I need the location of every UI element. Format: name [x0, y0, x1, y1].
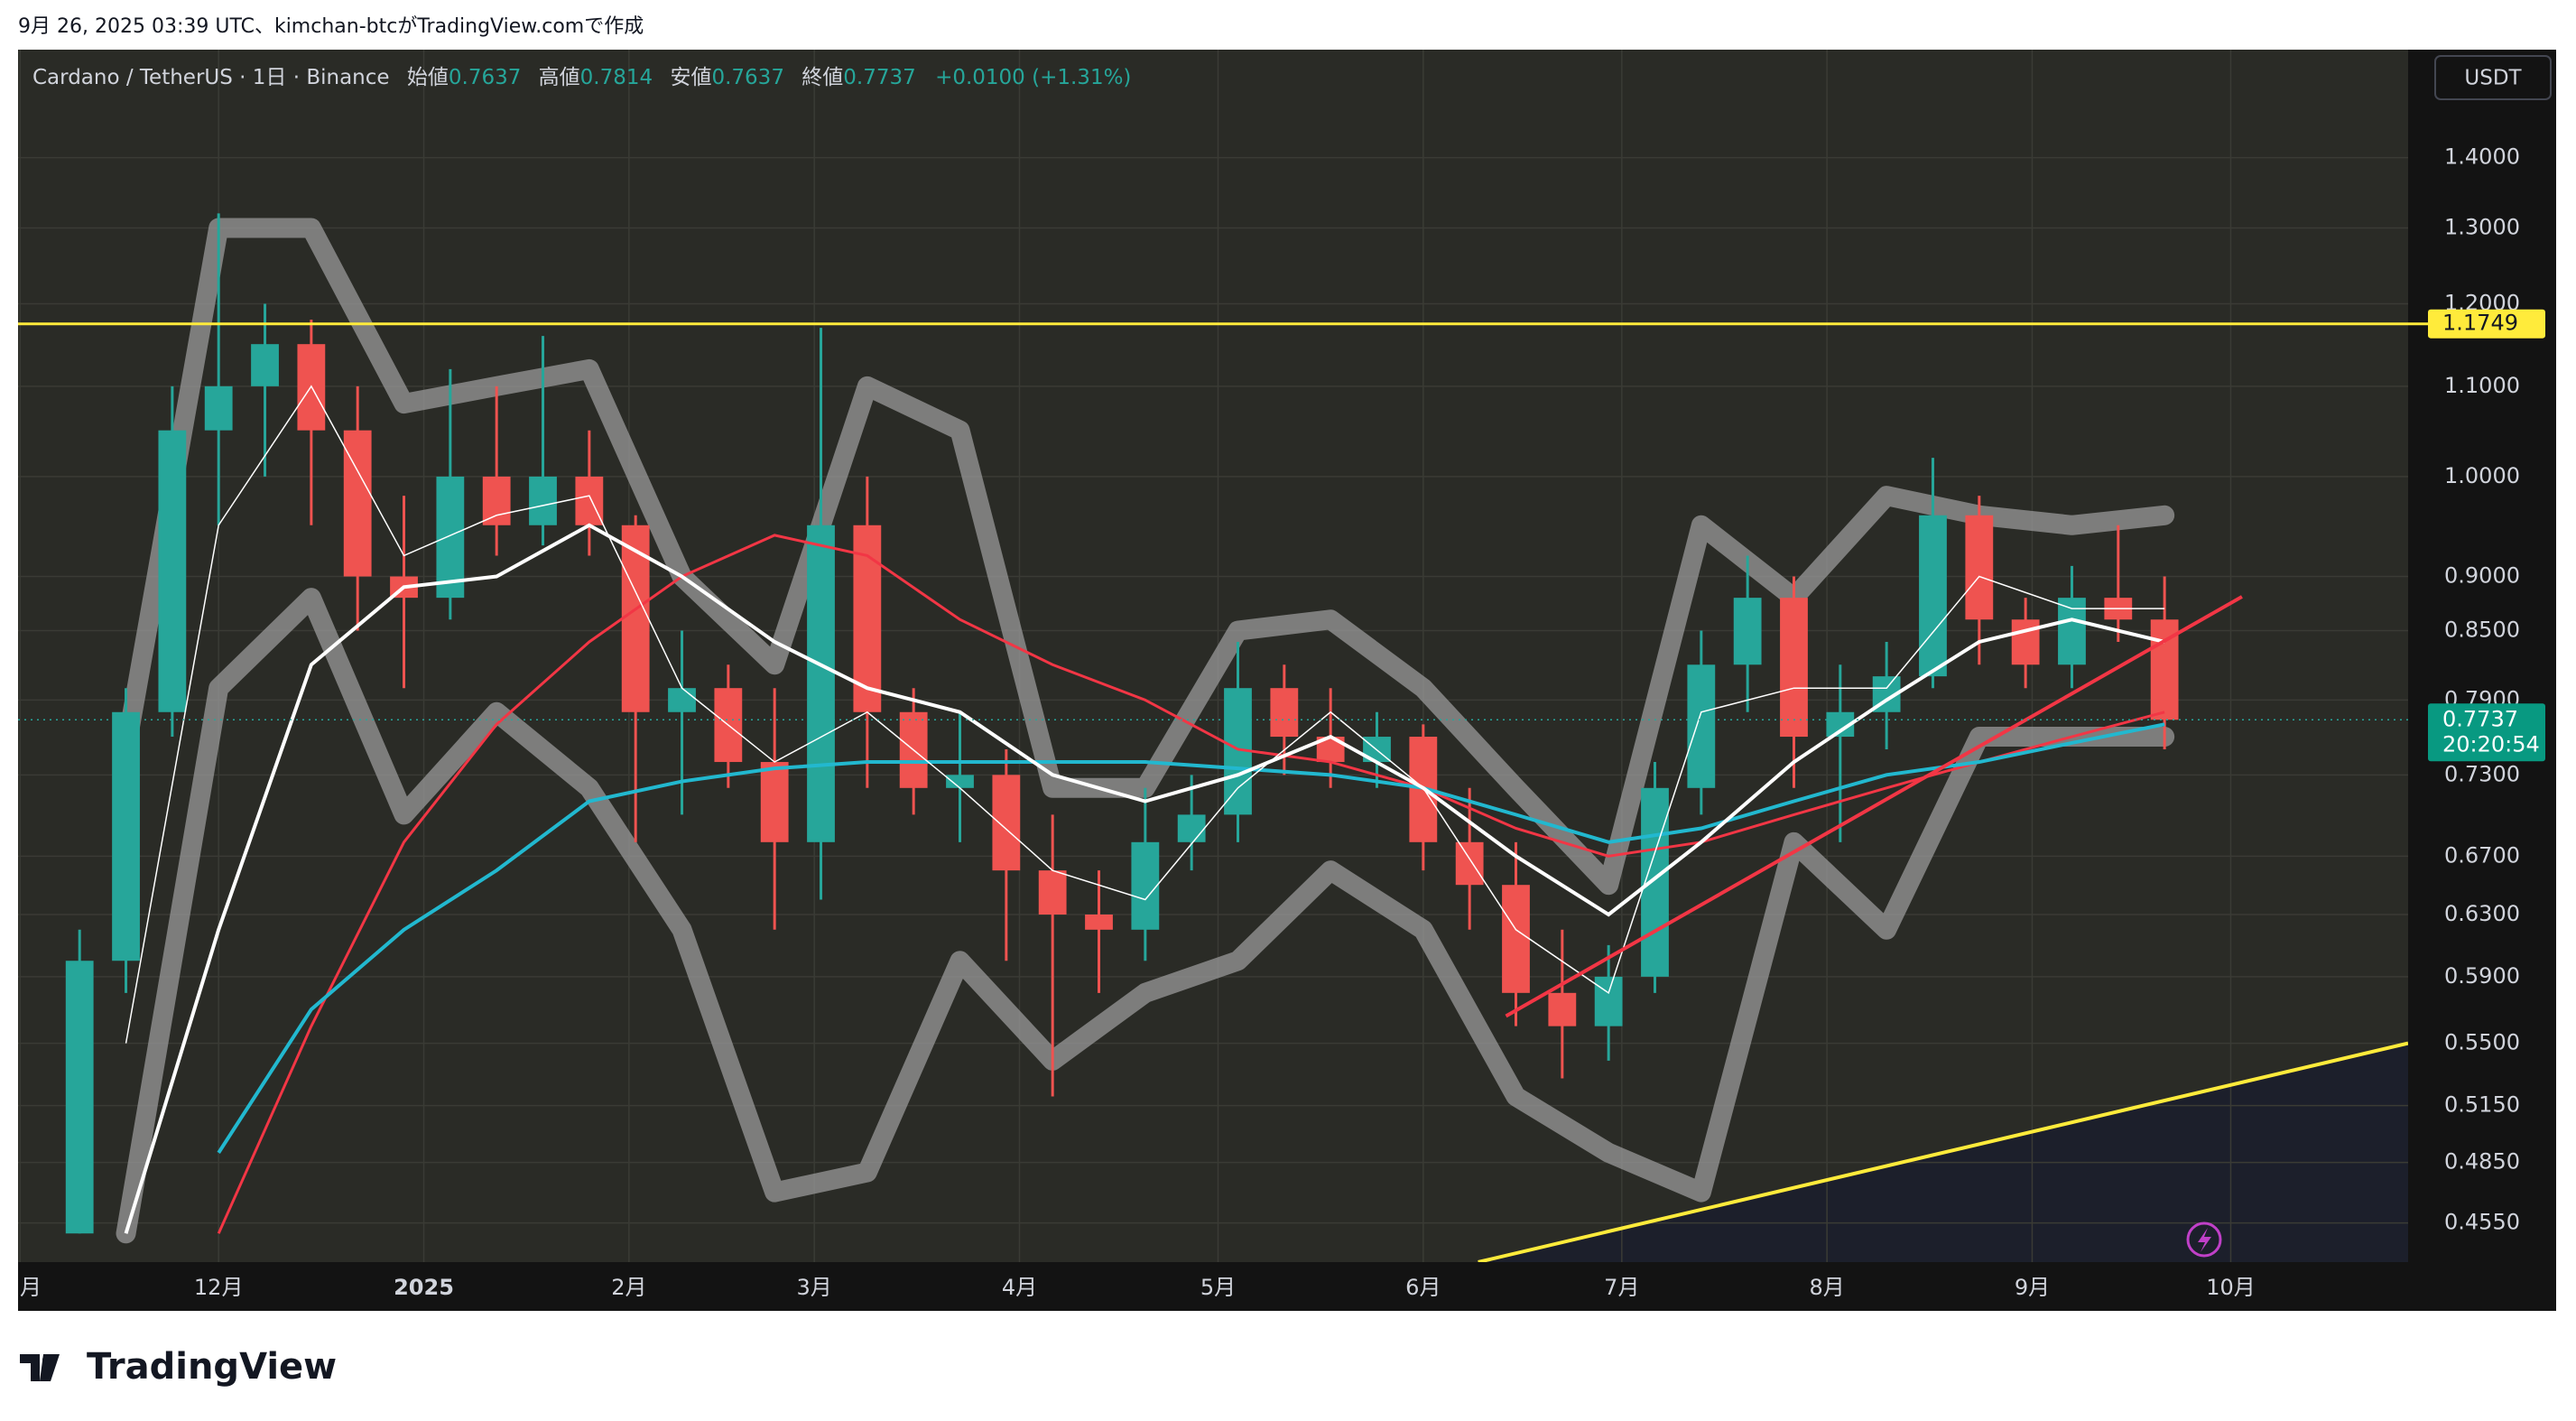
candle-body [2058, 598, 2086, 665]
currency[interactable]: USDT [2464, 67, 2522, 90]
moving-average [125, 385, 2165, 1044]
band-upper [116, 218, 2175, 896]
x-tick-label: 6月 [1405, 1275, 1441, 1300]
candle-body [204, 385, 233, 431]
x-tick-label: 8月 [1810, 1275, 1845, 1300]
candle-body [1038, 870, 1067, 915]
candle-body [575, 476, 604, 525]
symbol: Cardano / TetherUS · 1日 · Binance [32, 66, 390, 89]
alert-bolt [2198, 1228, 2211, 1252]
price-label: 1.1749 [2442, 311, 2518, 336]
last-price-box [2428, 703, 2545, 762]
change: +0.0100 (+1.31%) [935, 66, 1131, 89]
candle-body [668, 688, 696, 712]
candle-body [621, 525, 650, 712]
alert-icon[interactable] [2186, 1221, 2222, 1258]
candle-body [158, 430, 187, 712]
legend: Cardano / TetherUS · 1日 · Binance 始値0.76… [32, 66, 1131, 89]
x-tick-label: 3月 [797, 1275, 832, 1300]
x-tick-label: 9月 [2015, 1275, 2050, 1300]
logo-dot [42, 1355, 51, 1364]
y-tick-label: 1.3000 [2444, 214, 2520, 239]
y-tick-label: 0.9000 [2444, 563, 2520, 589]
x-tick-label: 10月 [2206, 1275, 2256, 1300]
y-tick-label: 0.8500 [2444, 618, 2520, 643]
plot-layer [18, 50, 2408, 1262]
candle-body [1919, 515, 1947, 677]
trendline [1478, 1041, 2408, 1262]
created-caption: 9月 26, 2025 03:39 UTC、kimchan-btcがTradin… [18, 15, 644, 38]
candle-body [807, 525, 835, 842]
y-tick-label: 0.4850 [2444, 1149, 2520, 1175]
candle-body [436, 476, 465, 599]
candle-body [1177, 814, 1206, 842]
moving-average [217, 722, 2165, 1154]
ohlc-value: 0.7814 [580, 66, 653, 89]
candle-body [1733, 598, 1762, 665]
countdown: 20:20:54 [2442, 731, 2540, 757]
candle-body [1085, 915, 1113, 930]
y-tick-label: 1.0000 [2444, 463, 2520, 488]
last-price-label: 0.7737 [2442, 706, 2518, 731]
x-tick-label: 2025 [394, 1275, 454, 1300]
x-tick-label: 4月 [1002, 1275, 1037, 1300]
brand: TradingView [87, 1346, 337, 1388]
y-tick-label: 1.1000 [2444, 373, 2520, 398]
candle-body [112, 711, 140, 961]
y-tick-label: 0.7300 [2444, 761, 2520, 786]
ohlc-value: 0.7737 [843, 66, 915, 89]
x-tick-label: 7月 [1604, 1275, 1639, 1300]
candle-body [1455, 841, 1484, 886]
candle-body [2011, 619, 2040, 665]
y-tick-label: 0.5900 [2444, 963, 2520, 989]
y-tick-label: 0.6700 [2444, 842, 2520, 868]
candle-body [760, 762, 789, 842]
ohlc-value: 0.7637 [449, 66, 521, 89]
candle-body [65, 961, 94, 1234]
x-tick-label: 5月 [1200, 1275, 1236, 1300]
ohlc-label: 終値 [802, 66, 843, 89]
x-tick-label: 12月 [194, 1275, 244, 1300]
ohlc-value: 0.7637 [711, 66, 783, 89]
candle-body [1687, 664, 1716, 788]
y-tick-label: 0.5150 [2444, 1092, 2520, 1118]
moving-average [124, 523, 2165, 1234]
candle-body [1594, 976, 1623, 1026]
candle-body [946, 775, 974, 788]
ohlc-label: 始値 [407, 66, 449, 89]
logo [20, 1354, 60, 1381]
currency-button[interactable] [2434, 55, 2552, 100]
price-label-box [2428, 309, 2545, 339]
moving-average [217, 534, 2165, 1234]
x-tick-label: 2月 [611, 1275, 646, 1300]
candle-body [992, 775, 1021, 871]
axes-layer: 0.4550 0.4850 0.5150 0.5500 0.5900 0.6300 0.67… [20, 144, 2545, 1300]
ohlc-label: 高値 [539, 66, 580, 89]
candle-body [1502, 885, 1530, 993]
y-tick-label: 0.4550 [2444, 1210, 2520, 1235]
ohlc-label: 安値 [670, 66, 711, 89]
y-tick-label: 0.5500 [2444, 1030, 2520, 1055]
candle-body [1780, 598, 1808, 738]
trendline [1505, 595, 2243, 1018]
candle-body [1131, 841, 1160, 930]
candle-body [251, 344, 279, 386]
candle-body [482, 476, 511, 525]
candle-body [1965, 515, 1994, 620]
y-tick-label: 1.4000 [2444, 144, 2520, 170]
candle-body [1548, 992, 1577, 1026]
y-tick-label: 0.6300 [2444, 901, 2520, 926]
candle-body [529, 476, 557, 525]
candle-body [1270, 688, 1299, 738]
band-lower [116, 588, 2175, 1244]
x-tick-label: 月 [20, 1275, 42, 1300]
